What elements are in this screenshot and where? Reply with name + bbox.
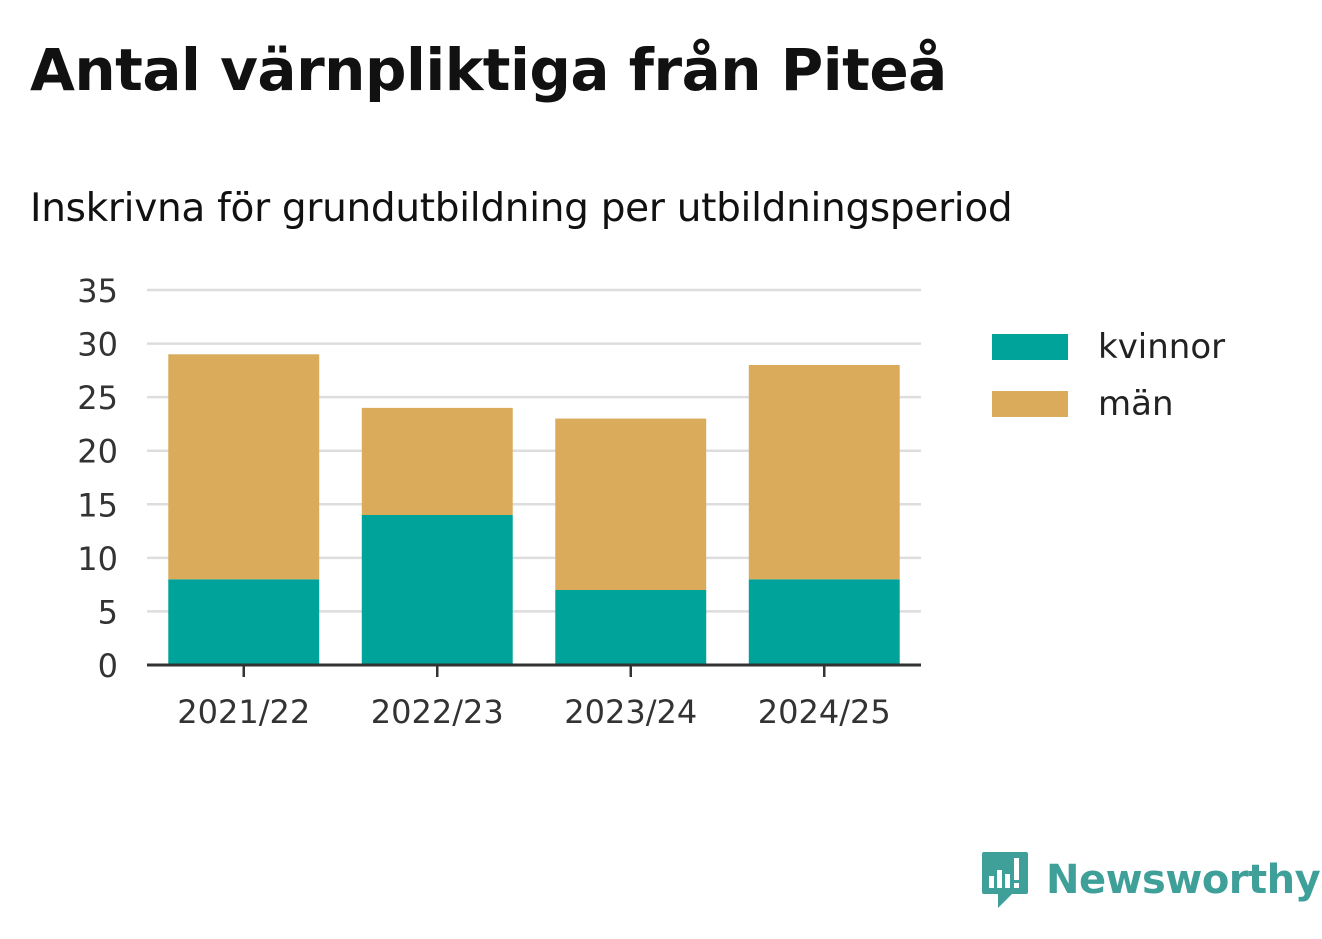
- bar-man-2022-23: [361, 407, 513, 515]
- legend: kvinnor män: [992, 327, 1226, 444]
- y-tick-label: 20: [77, 433, 118, 471]
- x-tick-label: 2024/25: [758, 693, 891, 731]
- legend-item-man: män: [992, 384, 1225, 424]
- chart-subtitle: Inskrivna för grundutbildning per utbild…: [30, 186, 1013, 231]
- legend-swatch-kvinnor: [992, 334, 1068, 360]
- bar-man-2024-25: [748, 365, 900, 580]
- bars: [168, 354, 900, 665]
- y-tick-label: 25: [77, 379, 118, 417]
- legend-label-man: män: [1098, 384, 1174, 424]
- bar-man-2023-24: [555, 418, 707, 590]
- bar-kvinnor-2024-25: [748, 579, 900, 665]
- brand-logo: Newsworthy: [980, 850, 1321, 910]
- x-tick-label: 2021/22: [177, 693, 310, 731]
- x-tick-label: 2022/23: [371, 693, 504, 731]
- bar-kvinnor-2021-22: [168, 579, 320, 665]
- bar-man-2021-22: [168, 354, 320, 580]
- y-tick-label: 10: [77, 540, 118, 578]
- bar-kvinnor-2023-24: [555, 590, 707, 665]
- stacked-bar-chart: 0 5 10 15 20 25 30 35 2021/22 2022/23 2023/24 2024/…: [77, 272, 921, 731]
- y-tick-label: 35: [77, 272, 118, 310]
- legend-item-kvinnor: kvinnor: [992, 327, 1226, 367]
- axes: 0 5 10 15 20 25 30 35 2021/22 2022/23 2023/24 2024/…: [77, 272, 921, 731]
- legend-swatch-man: [992, 391, 1068, 417]
- bar-kvinnor-2022-23: [361, 515, 513, 665]
- y-tick-label: 30: [77, 326, 118, 364]
- y-tick-label: 5: [98, 593, 118, 631]
- chart-title: Antal värnpliktiga från Piteå: [30, 36, 947, 104]
- legend-label-kvinnor: kvinnor: [1098, 327, 1226, 367]
- newsworthy-logo-icon: [982, 852, 1028, 908]
- brand-name: Newsworthy: [1046, 857, 1321, 903]
- y-tick-label: 0: [98, 647, 118, 685]
- x-tick-label: 2023/24: [564, 693, 697, 731]
- y-tick-label: 15: [77, 486, 118, 524]
